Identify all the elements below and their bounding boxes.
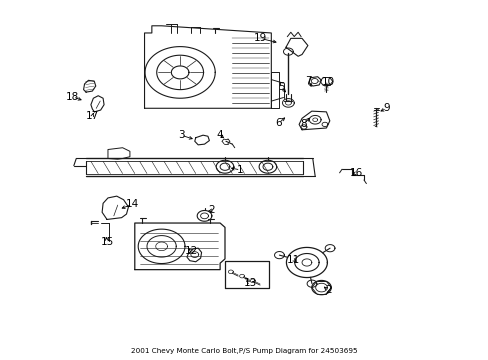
Text: 4: 4 [216, 130, 223, 140]
Text: 1: 1 [237, 165, 244, 175]
Text: 12: 12 [185, 246, 198, 256]
Text: 19: 19 [253, 33, 266, 43]
Text: 8: 8 [300, 119, 306, 129]
Text: 15: 15 [100, 237, 113, 247]
Text: 14: 14 [125, 199, 139, 210]
Text: 5: 5 [277, 82, 284, 92]
Text: 9: 9 [383, 103, 389, 113]
Text: 11: 11 [286, 255, 299, 265]
Text: 2001 Chevy Monte Carlo Bolt,P/S Pump Diagram for 24503695: 2001 Chevy Monte Carlo Bolt,P/S Pump Dia… [131, 348, 357, 354]
Text: 7: 7 [305, 76, 311, 86]
Text: 2: 2 [207, 206, 214, 216]
Text: 10: 10 [321, 77, 334, 87]
Text: 3: 3 [178, 130, 184, 140]
Text: 18: 18 [66, 92, 80, 102]
Text: 16: 16 [349, 168, 363, 178]
Text: 13: 13 [243, 278, 257, 288]
Text: 17: 17 [85, 111, 99, 121]
Text: 2: 2 [325, 285, 331, 296]
Text: 6: 6 [275, 118, 282, 128]
